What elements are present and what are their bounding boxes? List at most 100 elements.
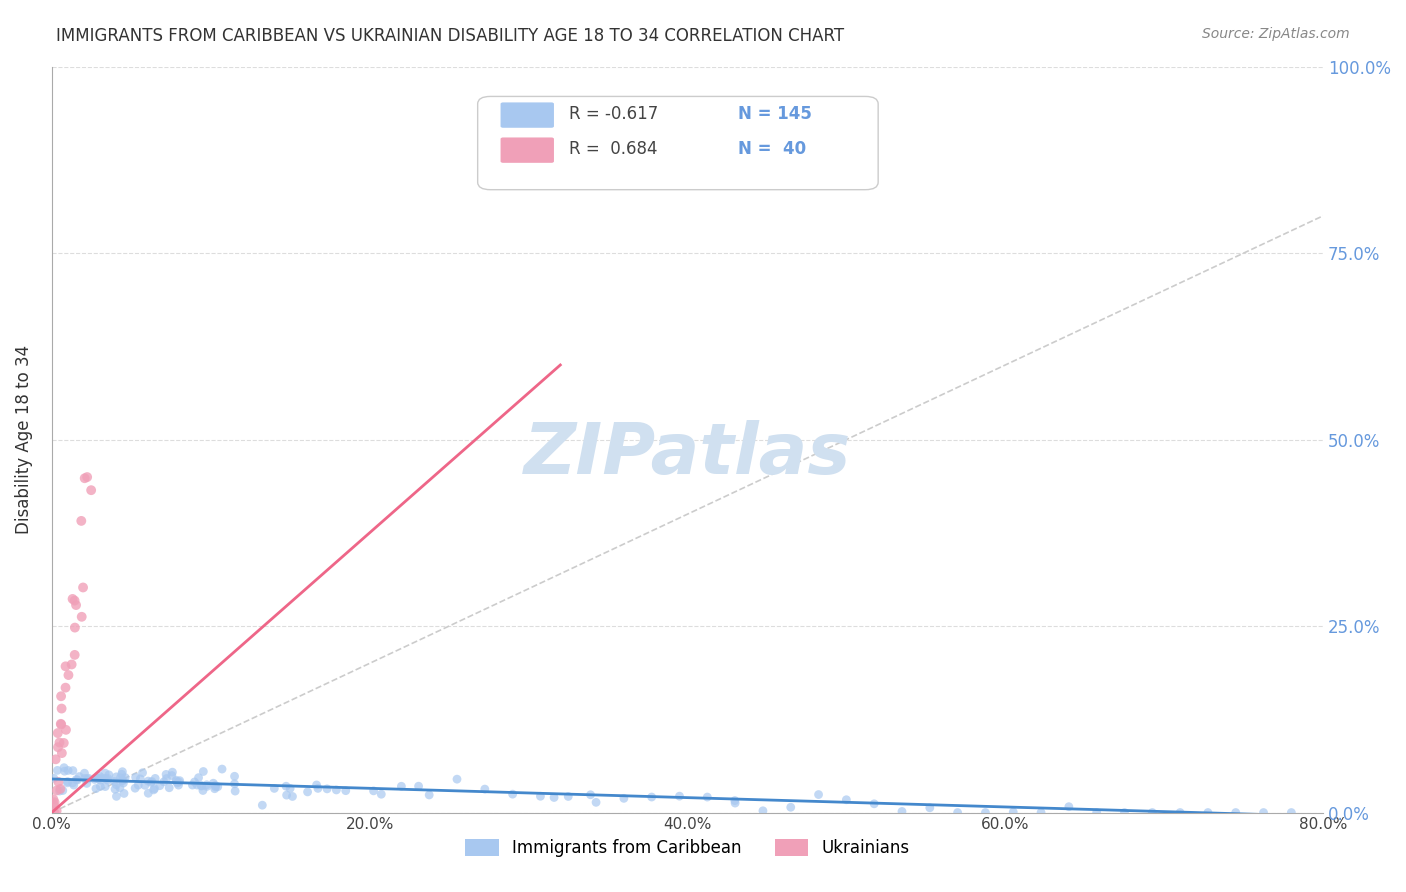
Point	[142, 783, 165, 797]
Point	[70, 609, 93, 624]
Point	[46, 740, 69, 755]
Y-axis label: Disability Age 18 to 34: Disability Age 18 to 34	[15, 345, 32, 534]
Point	[1168, 805, 1191, 820]
Point	[46, 726, 69, 740]
Point	[90, 771, 112, 785]
Point	[55, 681, 77, 695]
Text: Source: ZipAtlas.com: Source: ZipAtlas.com	[1202, 27, 1350, 41]
Point	[370, 787, 392, 801]
Point	[202, 776, 225, 790]
Point	[195, 778, 218, 792]
Point	[155, 772, 177, 786]
Point	[1114, 805, 1136, 820]
FancyBboxPatch shape	[478, 96, 879, 190]
Point	[111, 764, 134, 779]
Point	[1253, 805, 1275, 820]
Point	[80, 483, 103, 498]
Point	[974, 805, 997, 820]
Point	[155, 767, 177, 781]
Point	[52, 736, 75, 750]
Point	[105, 789, 128, 804]
Point	[297, 785, 319, 799]
Point	[543, 790, 565, 805]
Point	[65, 598, 87, 612]
Point	[67, 770, 90, 784]
Point	[108, 780, 131, 795]
Point	[139, 775, 162, 789]
Point	[585, 795, 607, 809]
Point	[56, 774, 79, 789]
Point	[807, 788, 830, 802]
Point	[305, 778, 328, 792]
Point	[579, 788, 602, 802]
Point	[724, 794, 747, 808]
Point	[190, 779, 212, 793]
Point	[58, 668, 80, 682]
Point	[72, 581, 94, 595]
Point	[42, 805, 65, 820]
Point	[51, 746, 73, 760]
Point	[1029, 805, 1052, 820]
Point	[224, 784, 246, 798]
Point	[48, 735, 70, 749]
Point	[103, 774, 125, 789]
Point	[94, 780, 117, 794]
Point	[89, 780, 111, 794]
Point	[752, 804, 775, 818]
Point	[65, 772, 87, 787]
Point	[143, 772, 166, 786]
Point	[1142, 805, 1164, 820]
Point	[45, 752, 67, 766]
Point	[56, 764, 79, 778]
Point	[502, 787, 524, 801]
Point	[276, 788, 298, 802]
Point	[181, 778, 204, 792]
Point	[60, 657, 83, 672]
Point	[97, 768, 120, 782]
Point	[73, 471, 96, 485]
Point	[112, 787, 135, 801]
Point	[167, 775, 190, 789]
Point	[224, 777, 246, 791]
Point	[193, 764, 215, 779]
Point	[90, 773, 112, 788]
Point	[169, 773, 191, 788]
Text: R =  0.684: R = 0.684	[569, 140, 658, 159]
Point	[779, 800, 801, 814]
Point	[835, 793, 858, 807]
Point	[316, 781, 339, 796]
Point	[62, 591, 84, 606]
Point	[863, 797, 886, 811]
Point	[408, 779, 430, 793]
Point	[63, 621, 86, 635]
Point	[76, 772, 98, 786]
Point	[73, 766, 96, 780]
Point	[112, 773, 135, 788]
Point	[62, 764, 84, 778]
Point	[274, 779, 297, 793]
Point	[891, 805, 914, 819]
Point	[53, 764, 76, 779]
Point	[529, 789, 551, 804]
Point	[153, 774, 176, 789]
Point	[166, 776, 188, 790]
Point	[89, 769, 111, 783]
Text: R = -0.617: R = -0.617	[569, 104, 658, 122]
Point	[49, 781, 72, 796]
Text: ZIPatlas: ZIPatlas	[524, 420, 851, 489]
Point	[62, 776, 84, 790]
Point	[49, 690, 72, 704]
Point	[111, 773, 134, 788]
Point	[641, 790, 664, 805]
Point	[446, 772, 468, 786]
Point	[134, 778, 156, 792]
Point	[186, 778, 208, 792]
Point	[51, 701, 73, 715]
Point	[42, 805, 65, 820]
Point	[45, 783, 67, 797]
Point	[1057, 799, 1080, 814]
Point	[42, 805, 65, 820]
Point	[66, 772, 89, 787]
Point	[165, 773, 187, 788]
Point	[55, 659, 77, 673]
